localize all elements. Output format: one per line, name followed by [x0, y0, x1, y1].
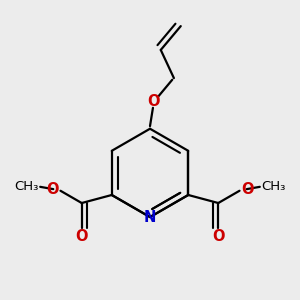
Text: O: O — [242, 182, 254, 197]
Text: N: N — [144, 210, 156, 225]
Text: O: O — [148, 94, 160, 110]
Text: O: O — [212, 229, 224, 244]
Text: O: O — [46, 182, 58, 197]
Text: O: O — [76, 229, 88, 244]
Text: CH₃: CH₃ — [261, 180, 286, 193]
Text: CH₃: CH₃ — [14, 180, 39, 193]
